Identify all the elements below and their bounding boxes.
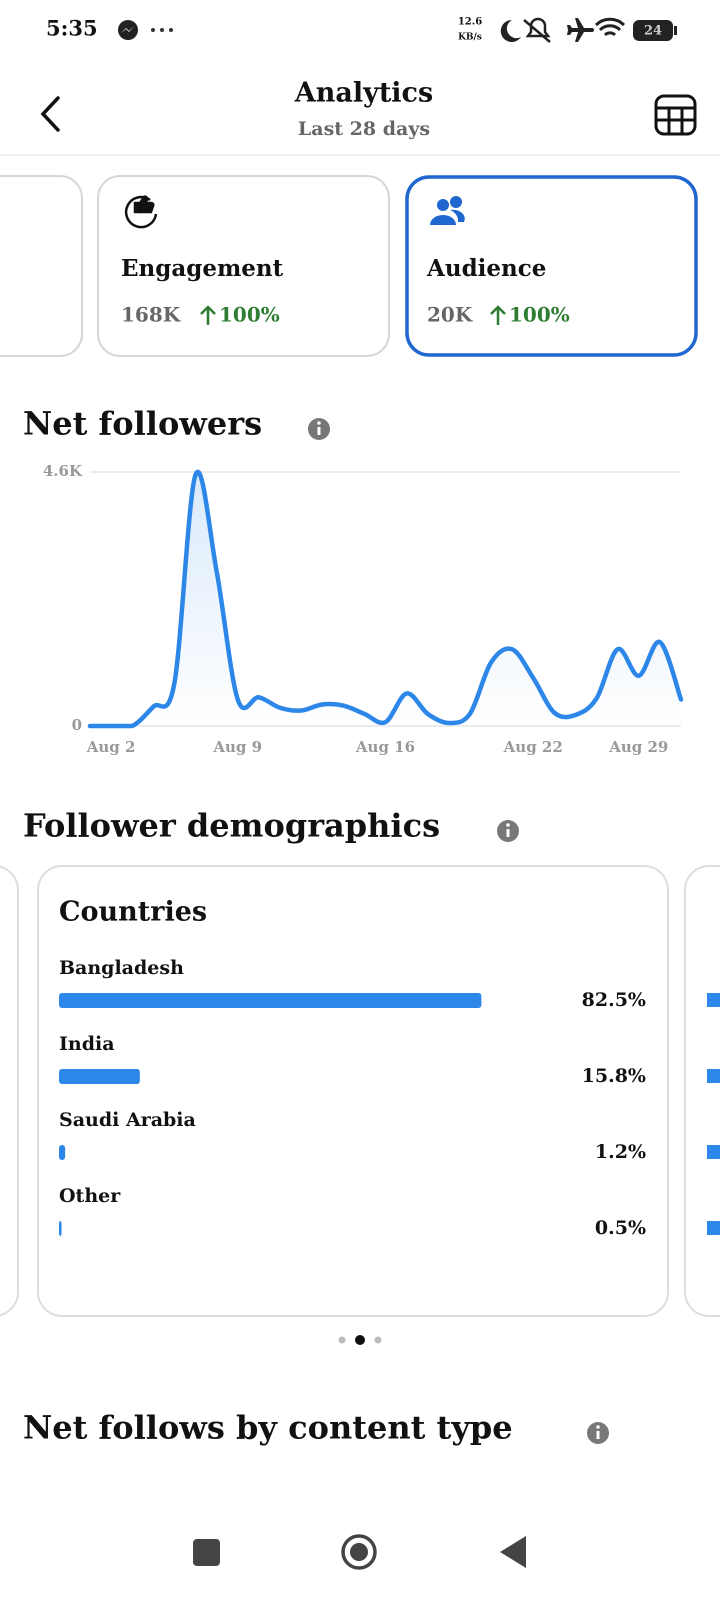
metric-value: 168K (121, 303, 181, 327)
metric-card-selected[interactable] (405, 175, 698, 357)
section-title: Net follows by content type (23, 1409, 513, 1447)
demographics-card-partial[interactable] (684, 865, 720, 1317)
country-name: Other (59, 1185, 121, 1207)
section-title: Follower demographics (23, 807, 440, 845)
card-title: Countries (59, 897, 207, 928)
country-percent: 15.8% (582, 1065, 646, 1087)
pager-dots (338, 1335, 382, 1345)
header-title: Analytics (294, 78, 433, 109)
metric-label: Audience (426, 255, 546, 282)
up-arrow (200, 305, 216, 325)
info-icon[interactable] (587, 1422, 609, 1444)
battery-icon (633, 20, 673, 41)
demographics-card (37, 865, 669, 1317)
calendar-button[interactable] (654, 94, 697, 136)
back-nav-button[interactable] (500, 1536, 526, 1568)
country-name: Bangladesh (59, 957, 184, 979)
x-tick-label: Aug 16 (355, 738, 415, 756)
recents-button[interactable] (193, 1539, 220, 1566)
country-percent: 1.2% (595, 1141, 646, 1163)
demographics-card-partial[interactable] (0, 865, 19, 1317)
battery-tip (674, 26, 677, 35)
y-tick-label: 0 (72, 716, 82, 734)
country-bar (59, 1145, 66, 1160)
country-bar (59, 1221, 62, 1236)
back-button[interactable] (40, 96, 60, 132)
country-bar (59, 993, 482, 1008)
home-button[interactable] (341, 1534, 377, 1570)
metric-label: Engagement (121, 255, 284, 282)
line-series (87, 469, 684, 729)
airplane-icon (567, 18, 594, 42)
metric-change: 100% (509, 303, 570, 327)
metric-card-partial[interactable] (0, 175, 83, 357)
network-speed: 12.6 (458, 17, 482, 28)
dnd-icon (500, 19, 521, 42)
x-tick-label: Aug 2 (86, 738, 136, 756)
country-bar (59, 1069, 140, 1084)
audience-icon (430, 196, 465, 225)
line-chart: 0 4.6K Aug 2 Aug 9 Aug 16 Aug 22 Aug 29 (43, 462, 684, 756)
info-icon[interactable] (497, 820, 519, 842)
messenger-bolt (121, 26, 134, 33)
metric-card[interactable] (97, 175, 390, 357)
country-name: Saudi Arabia (59, 1109, 196, 1131)
country-percent: 0.5% (595, 1217, 646, 1239)
status-time: 5:35 (46, 16, 98, 41)
header-subtitle: Last 28 days (298, 118, 430, 140)
up-arrow (490, 305, 506, 325)
x-tick-label: Aug 22 (503, 738, 563, 756)
metric-value: 20K (427, 303, 473, 327)
info-icon[interactable] (308, 418, 330, 440)
wifi-icon (594, 17, 626, 37)
country-bars: Bangladesh 82.5% India 15.8% Saudi Arabia 1.2… (59, 957, 646, 1239)
metric-change: 100% (219, 303, 280, 327)
y-tick-label: 4.6K (43, 462, 83, 480)
country-percent: 82.5% (582, 989, 646, 1011)
more-dots (151, 28, 173, 32)
battery-level: 24 (644, 24, 662, 39)
mute-icon (523, 17, 551, 43)
line-area (90, 471, 681, 726)
x-tick-label: Aug 9 (212, 738, 262, 756)
network-unit: KB/s (458, 33, 482, 43)
country-name: India (59, 1033, 115, 1055)
engagement-icon (124, 195, 158, 229)
partial-bars (707, 993, 720, 1235)
x-tick-label: Aug 29 (608, 738, 668, 756)
section-title: Net followers (23, 405, 262, 443)
